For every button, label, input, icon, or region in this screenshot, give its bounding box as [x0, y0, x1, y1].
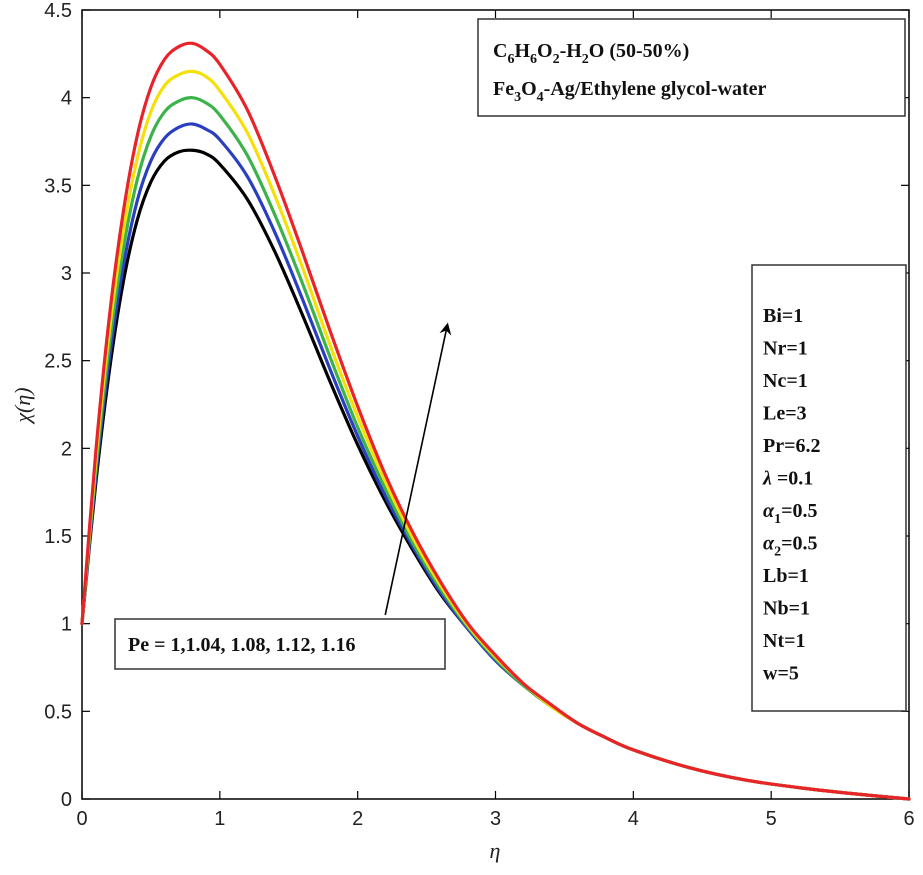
parameter-item: Nc=1: [763, 370, 808, 392]
subscript: 3: [514, 90, 521, 105]
y-tick-label: 4: [61, 88, 72, 110]
parameter-name: Nr: [763, 338, 786, 360]
y-tick-label: 3: [61, 263, 72, 285]
series-group: [80, 41, 911, 801]
y-tick-label: 3.5: [44, 175, 72, 197]
parameter-item: Nb=1: [763, 598, 810, 620]
x-tick-label: 6: [903, 808, 914, 830]
parameter-value: =3: [785, 403, 806, 425]
text-part: H: [514, 40, 530, 62]
parameter-name: Nt: [763, 630, 784, 652]
parameter-value: =1: [784, 630, 805, 652]
parameter-value: =0.1: [772, 468, 813, 490]
parameter-legend-box: [751, 264, 907, 712]
parameter-value: =1: [789, 598, 810, 620]
subscript: 6: [507, 52, 514, 67]
parameter-value: =0.5: [781, 500, 817, 522]
parameter-value: =0.5: [781, 533, 817, 555]
pe-legend-box: [114, 618, 446, 670]
subscript: 2: [582, 52, 589, 67]
fluid-legend: C6H6O2-H2O (50-50%) Fe3O4-Ag/Ethylene gl…: [477, 18, 906, 117]
series-line-5: [80, 41, 911, 801]
parameter-item: α2=0.5: [763, 533, 817, 560]
y-tick-label: 2: [61, 438, 72, 460]
parameter-value: =1: [782, 305, 803, 327]
parameter-value: =1: [787, 565, 808, 587]
parameter-value: =1: [786, 338, 807, 360]
subscript: 6: [530, 52, 537, 67]
text-part: C: [493, 40, 507, 62]
parameter-item: w=5: [763, 663, 799, 685]
parameter-subscript: 2: [774, 545, 781, 560]
parameter-item: λ =0.1: [762, 468, 813, 490]
ticks: 0 1 2 3 4 5 6 0 0.5 1 1.5 2 2.5 3 3.5 4 4.5: [44, 0, 914, 830]
fluid-legend-line-2: Fe3O4-Ag/Ethylene glycol-water: [493, 78, 767, 105]
parameter-list: Bi=1Nr=1Nc=1Le=3Pr=6.2λ =0.1α1=0.5α2=0.5…: [762, 305, 821, 685]
text-part: Fe: [493, 78, 514, 100]
parameter-subscript: 1: [774, 512, 781, 527]
parameter-name: α: [763, 533, 775, 555]
pe-legend: Pe = 1,1.04, 1.08, 1.12, 1.16: [114, 618, 446, 670]
parameter-name: Nb: [763, 598, 789, 620]
arrow-group: [384, 322, 452, 616]
parameter-legend: Bi=1Nr=1Nc=1Le=3Pr=6.2λ =0.1α1=0.5α2=0.5…: [751, 264, 907, 712]
x-tick-label: 2: [352, 808, 363, 830]
parameter-item: α1=0.5: [763, 500, 817, 527]
y-axis-title: χ(η): [10, 387, 35, 424]
text-part: O (50-50%): [589, 40, 690, 62]
parameter-name: Le: [763, 403, 785, 425]
fluid-legend-box: [477, 18, 906, 117]
y-tick-label: 2.5: [44, 351, 72, 373]
subscript: 4: [537, 90, 544, 105]
parameter-item: Nt=1: [763, 630, 806, 652]
parameter-name: Bi: [763, 305, 782, 327]
y-tick-label: 1.5: [44, 526, 72, 548]
x-tick-label: 4: [628, 808, 639, 830]
x-axis-title: η: [490, 838, 501, 863]
parameter-name: Pr: [763, 435, 784, 457]
parameter-value: =5: [777, 663, 798, 685]
x-tick-label: 1: [214, 808, 225, 830]
parameter-name: α: [763, 500, 775, 522]
y-tick-label: 0: [61, 789, 72, 811]
text-part: -H: [560, 40, 583, 62]
subscript: 2: [553, 52, 560, 67]
fluid-legend-line-1: C6H6O2-H2O (50-50%): [493, 40, 689, 67]
x-tick-label: 5: [766, 808, 777, 830]
x-tick-label: 3: [490, 808, 501, 830]
parameter-value: =1: [786, 370, 807, 392]
parameter-item: Lb=1: [763, 565, 809, 587]
parameter-name: Lb: [763, 565, 787, 587]
text-part: O: [537, 40, 553, 62]
parameter-item: Bi=1: [763, 305, 803, 327]
pe-legend-text: Pe = 1,1.04, 1.08, 1.12, 1.16: [128, 634, 356, 656]
parameter-item: Le=3: [763, 403, 807, 425]
trend-arrow: [384, 322, 452, 616]
y-tick-label: 0.5: [44, 701, 72, 723]
x-tick-label: 0: [76, 808, 87, 830]
parameter-name: w: [763, 663, 778, 685]
y-tick-label: 4.5: [44, 0, 72, 22]
parameter-value: =6.2: [784, 435, 820, 457]
y-tick-label: 1: [61, 614, 72, 636]
text-part: O: [521, 78, 537, 100]
parameter-item: Pr=6.2: [763, 435, 821, 457]
parameter-item: Nr=1: [763, 338, 808, 360]
parameter-name: Nc: [763, 370, 786, 392]
parameter-name: λ: [762, 468, 772, 490]
text-part: -Ag/Ethylene glycol-water: [544, 78, 767, 100]
